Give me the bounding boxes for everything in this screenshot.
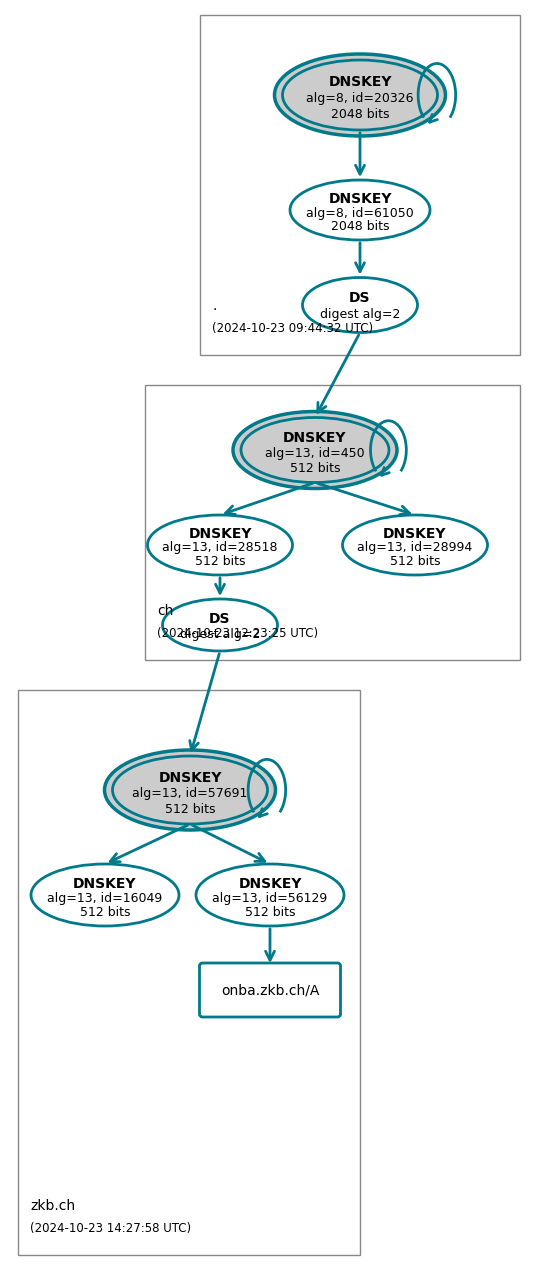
Text: 2048 bits: 2048 bits [331,220,389,234]
Text: 512 bits: 512 bits [195,556,245,569]
Text: DS: DS [209,612,231,626]
Text: DNSKEY: DNSKEY [238,877,302,891]
Ellipse shape [302,277,417,332]
Text: 512 bits: 512 bits [80,906,130,919]
FancyBboxPatch shape [200,964,340,1017]
Text: DNSKEY: DNSKEY [73,877,137,891]
Text: alg=13, id=16049: alg=13, id=16049 [47,892,163,905]
Text: alg=8, id=20326: alg=8, id=20326 [306,92,413,105]
Text: .: . [212,299,216,313]
Ellipse shape [282,60,438,130]
Ellipse shape [241,418,389,483]
Bar [145,385,520,659]
Ellipse shape [233,412,397,488]
Text: alg=13, id=450: alg=13, id=450 [265,447,365,460]
Text: DNSKEY: DNSKEY [158,771,222,785]
Ellipse shape [105,750,275,829]
Text: 512 bits: 512 bits [290,461,340,474]
Ellipse shape [31,864,179,927]
Ellipse shape [274,54,446,135]
Ellipse shape [196,864,344,927]
Text: (2024-10-23 14:27:58 UTC): (2024-10-23 14:27:58 UTC) [30,1222,191,1235]
Ellipse shape [148,515,293,575]
Text: alg=13, id=57691: alg=13, id=57691 [132,787,248,800]
Text: alg=8, id=61050: alg=8, id=61050 [306,207,414,220]
Text: digest alg=2: digest alg=2 [320,308,400,321]
Text: DNSKEY: DNSKEY [328,192,392,206]
Text: DNSKEY: DNSKEY [328,75,392,89]
Text: DNSKEY: DNSKEY [188,528,252,541]
Text: DNSKEY: DNSKEY [383,528,447,541]
Bar [200,15,520,355]
Ellipse shape [163,599,278,651]
Text: DS: DS [349,291,371,305]
Text: alg=13, id=56129: alg=13, id=56129 [212,892,328,905]
Text: 2048 bits: 2048 bits [331,109,389,121]
Text: ch: ch [157,604,173,619]
Text: digest alg=2: digest alg=2 [180,627,260,640]
Ellipse shape [290,180,430,240]
Text: DNSKEY: DNSKEY [283,431,347,445]
Ellipse shape [343,515,488,575]
Text: alg=13, id=28518: alg=13, id=28518 [162,542,278,555]
Text: 512 bits: 512 bits [165,803,215,815]
Bar [18,690,360,1255]
Text: alg=13, id=28994: alg=13, id=28994 [358,542,473,555]
Text: zkb.ch: zkb.ch [30,1199,75,1213]
Text: (2024-10-23 09:44:32 UTC): (2024-10-23 09:44:32 UTC) [212,322,373,335]
Ellipse shape [112,757,267,824]
Text: onba.zkb.ch/A: onba.zkb.ch/A [221,983,319,997]
Text: (2024-10-23 12:23:25 UTC): (2024-10-23 12:23:25 UTC) [157,627,318,640]
Text: 512 bits: 512 bits [390,556,440,569]
Text: 512 bits: 512 bits [245,906,295,919]
